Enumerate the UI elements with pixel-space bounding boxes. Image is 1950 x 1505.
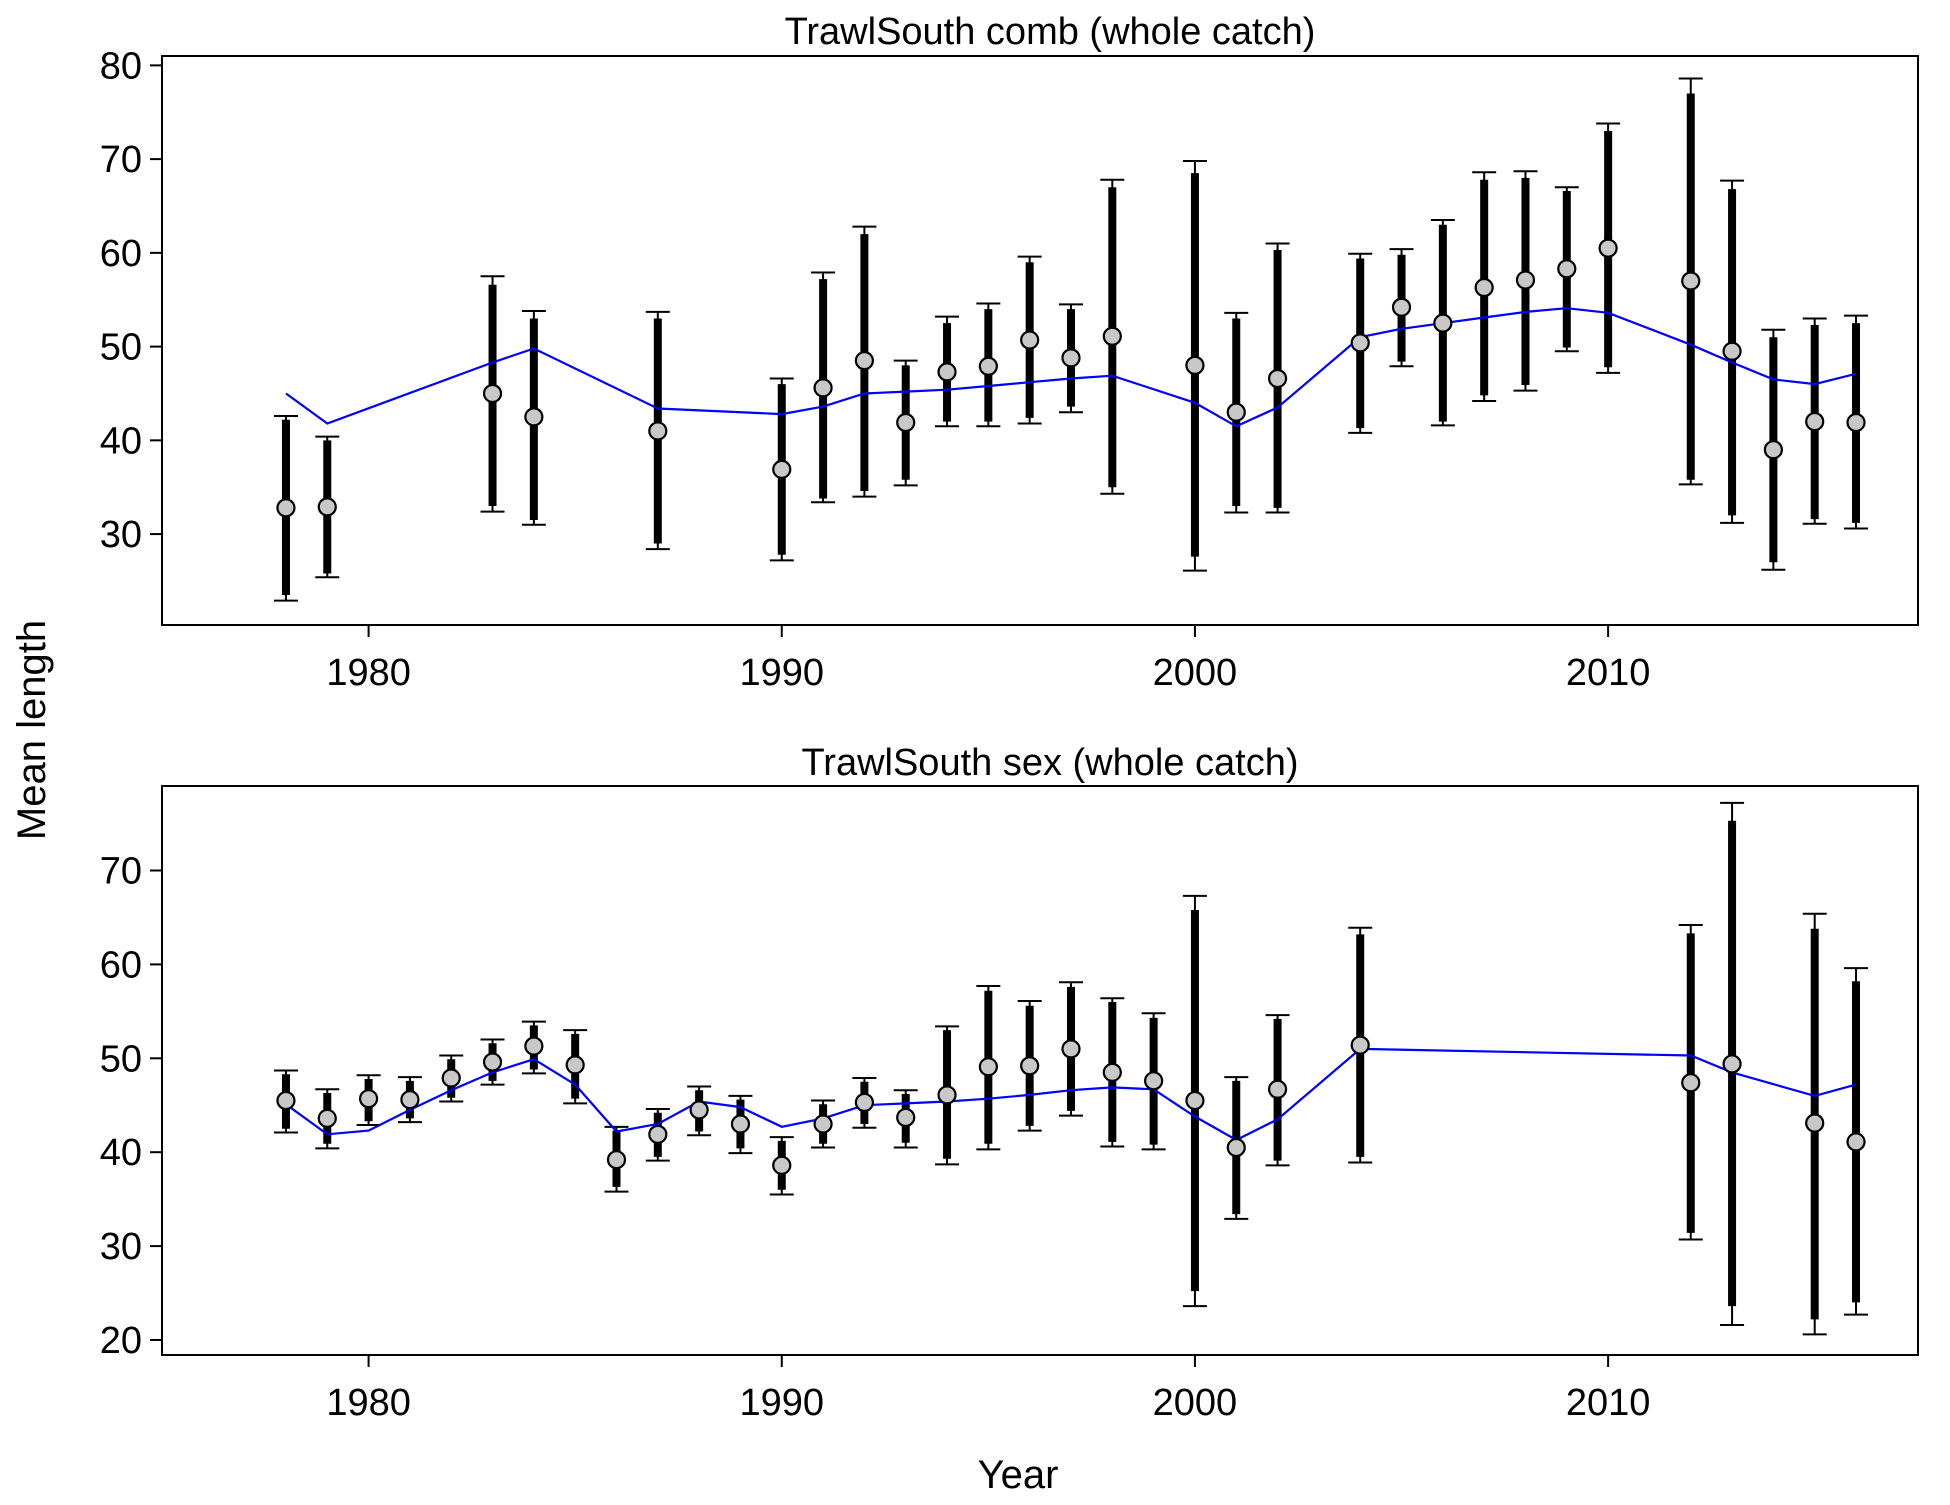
observed-point (1805, 1113, 1825, 1133)
panel-comb: TrawlSouth comb (whole catch) 30 40 50 60 70 8… (100, 11, 1919, 694)
x-tick-label: 2010 (1566, 652, 1651, 694)
y-tick-label: 70 (100, 139, 142, 181)
observed-point (896, 1107, 916, 1128)
observed-point (400, 1090, 420, 1110)
x-tick-label: 1980 (326, 652, 411, 694)
observed-point (1020, 1056, 1040, 1076)
observed-point (441, 1068, 461, 1088)
observed-point (317, 1108, 337, 1128)
observed-point (276, 1090, 296, 1111)
observed-point (276, 498, 296, 518)
y-axis-label: Mean length (10, 620, 54, 840)
observed-point (1350, 1035, 1370, 1055)
plot-frame (161, 55, 1919, 626)
observed-point (1681, 1073, 1701, 1093)
observed-point (813, 378, 833, 398)
plot-frame (161, 785, 1919, 1356)
observed-point (1350, 333, 1370, 353)
y-tick-label: 60 (100, 233, 142, 275)
observed-point (524, 407, 544, 427)
observed-point (978, 1057, 998, 1077)
observed-point (1722, 1054, 1742, 1074)
y-tick-label: 70 (100, 851, 142, 893)
observed-point (730, 1114, 751, 1134)
observed-point (524, 1036, 544, 1056)
observed-point (937, 1085, 957, 1105)
observed-point (358, 1089, 379, 1109)
observed-point (1226, 402, 1246, 422)
y-tick-label: 40 (100, 420, 142, 462)
y-tick-label: 60 (100, 944, 142, 986)
y-tick-label: 30 (100, 514, 142, 556)
observed-point (854, 351, 875, 371)
observed-point (1267, 1079, 1288, 1099)
observed-point (1846, 412, 1866, 433)
observed-point (978, 356, 998, 376)
observed-point (1102, 1062, 1122, 1082)
y-tick-label: 30 (100, 1226, 142, 1268)
observed-point (1061, 348, 1081, 368)
chart-title: TrawlSouth sex (whole catch) (801, 742, 1298, 784)
observed-point (1226, 1137, 1246, 1158)
observed-point (1102, 326, 1122, 346)
observed-point (482, 1052, 503, 1072)
observed-point (1144, 1071, 1164, 1091)
observed-point (813, 1114, 833, 1134)
observed-point (772, 459, 792, 479)
observed-point (896, 412, 916, 433)
x-tick-label: 1990 (739, 652, 824, 694)
observed-point (1185, 355, 1205, 375)
observed-point (1185, 1090, 1205, 1111)
observed-point (854, 1092, 875, 1113)
x-tick-label: 1980 (326, 1382, 411, 1424)
observed-point (937, 362, 957, 382)
observed-point (1763, 440, 1783, 460)
observed-point (1474, 277, 1494, 298)
observed-point (1805, 411, 1825, 432)
y-tick-label: 50 (100, 1038, 142, 1080)
x-tick-label: 2010 (1566, 1382, 1651, 1424)
observed-point (1598, 238, 1618, 258)
chart-title: TrawlSouth comb (whole catch) (785, 11, 1316, 53)
y-tick-label: 20 (100, 1320, 142, 1362)
y-tick-label: 80 (100, 45, 142, 87)
observed-point (1391, 297, 1412, 317)
expected-mean-line (285, 307, 1857, 428)
x-tick-label: 1990 (739, 1382, 824, 1424)
observed-point (565, 1055, 585, 1075)
observed-point (1061, 1039, 1081, 1059)
panel-sex: TrawlSouth sex (whole catch) 20 30 40 50 60 70… (100, 742, 1919, 1424)
observed-point (1433, 313, 1453, 333)
observed-point (648, 1124, 668, 1144)
observed-point (648, 421, 668, 441)
x-tick-label: 2000 (1153, 1382, 1238, 1424)
observed-point (1722, 341, 1742, 361)
observed-point (1515, 270, 1536, 290)
observed-point (1681, 271, 1701, 291)
observed-point (1020, 330, 1040, 350)
x-tick-label: 2000 (1153, 652, 1238, 694)
y-tick-label: 40 (100, 1132, 142, 1174)
observed-point (606, 1150, 627, 1170)
expected-mean-line (285, 1047, 1857, 1142)
y-tick-label: 50 (100, 327, 142, 369)
observed-point (1267, 368, 1288, 389)
observed-point (689, 1100, 709, 1120)
observed-point (1557, 259, 1577, 279)
observed-point (1846, 1132, 1866, 1152)
x-axis-label: Year (978, 1453, 1059, 1497)
observed-point (317, 497, 337, 517)
observed-point (772, 1155, 792, 1175)
observed-point (482, 383, 503, 404)
